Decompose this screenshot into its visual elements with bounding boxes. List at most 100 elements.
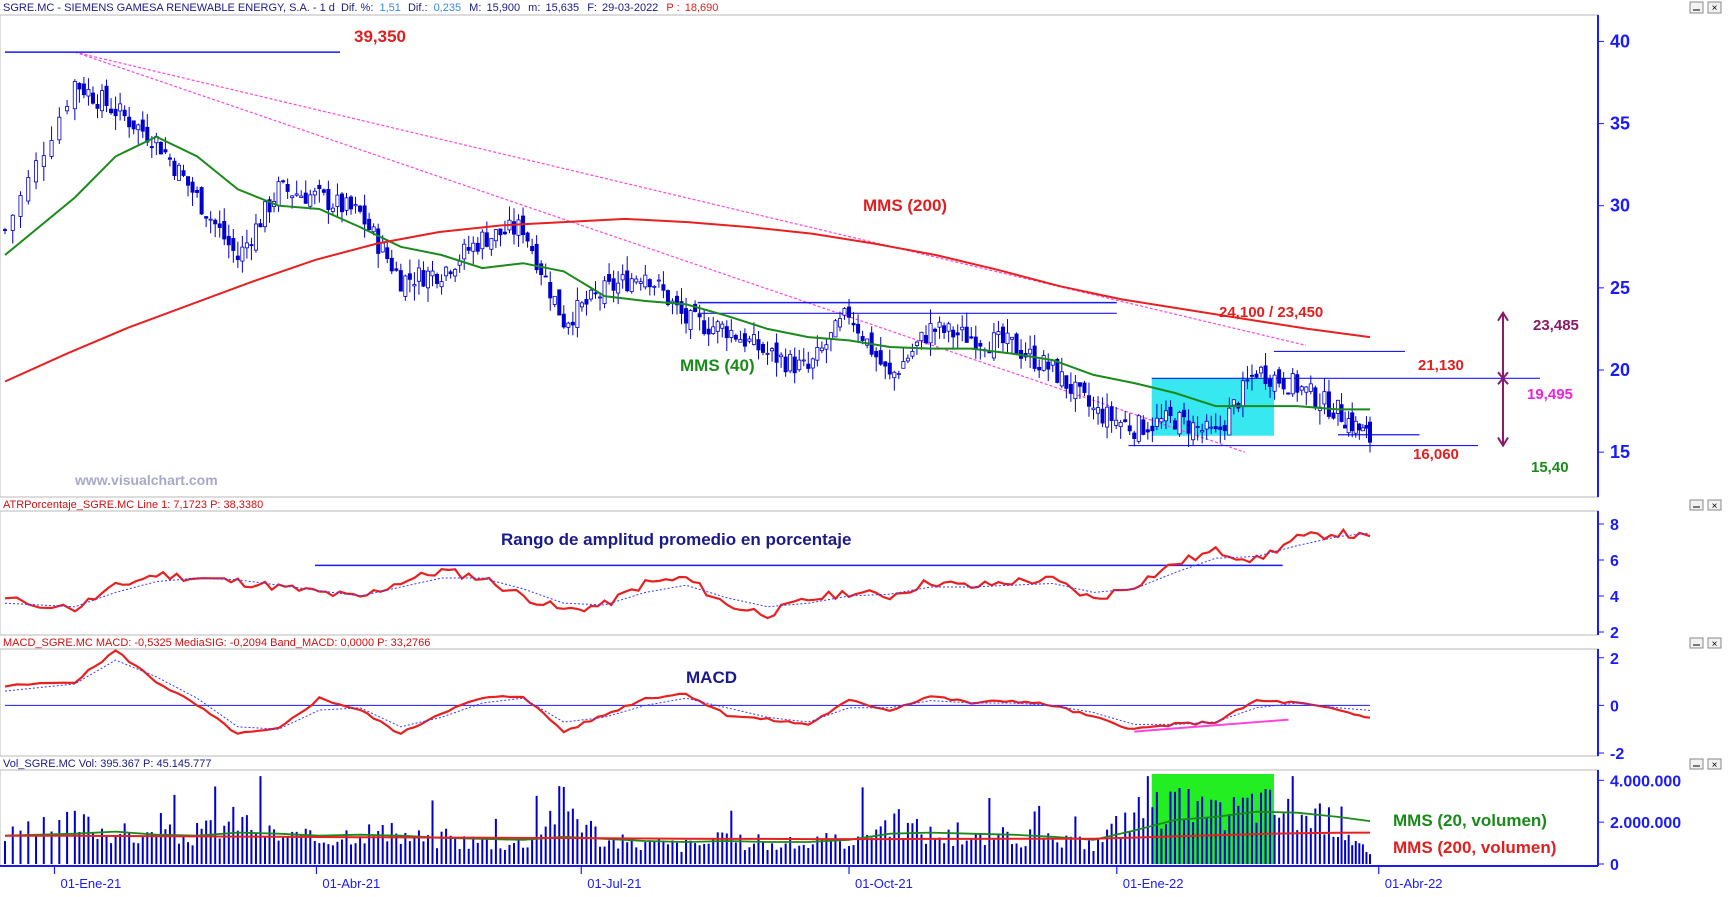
candle-body bbox=[647, 279, 652, 288]
close-button[interactable] bbox=[1707, 499, 1722, 511]
symbol-text: SGRE.MC - SIEMENS GAMESA RENEWABLE ENERG… bbox=[3, 2, 335, 14]
candle-body bbox=[127, 116, 132, 128]
candle-body bbox=[788, 353, 793, 372]
candle-body bbox=[960, 326, 965, 331]
candle-body bbox=[430, 270, 435, 277]
minimize-button[interactable] bbox=[1689, 499, 1704, 511]
candle-body bbox=[1263, 365, 1268, 385]
minimize-button[interactable] bbox=[1689, 758, 1704, 770]
candle-body bbox=[72, 81, 77, 110]
time-axis-tick-label: 01-Abr-21 bbox=[322, 876, 380, 891]
minimize-button[interactable] bbox=[1689, 1, 1704, 14]
candle-body bbox=[1295, 374, 1300, 393]
candle-body bbox=[104, 85, 109, 107]
candle-body bbox=[1068, 383, 1073, 394]
candle-body bbox=[1281, 378, 1286, 390]
close-button[interactable] bbox=[1707, 637, 1722, 649]
price-chart bbox=[3, 51, 1540, 453]
candle-body bbox=[552, 295, 557, 305]
candle-body bbox=[1150, 425, 1155, 432]
candle-body bbox=[421, 270, 426, 287]
candle-body bbox=[973, 336, 978, 350]
candle-body bbox=[394, 268, 399, 271]
macd-title: MACD bbox=[686, 668, 737, 687]
candle-body bbox=[258, 223, 263, 228]
candle-body bbox=[498, 228, 503, 236]
candle-body bbox=[249, 244, 254, 247]
candle-body bbox=[942, 325, 947, 334]
candle-body bbox=[240, 246, 245, 262]
candle-body bbox=[1272, 374, 1277, 392]
candle-body bbox=[81, 83, 86, 96]
candle-body bbox=[1222, 425, 1227, 432]
candle-body bbox=[1127, 425, 1132, 432]
vol-mms200-label: MMS (200, volumen) bbox=[1393, 838, 1556, 857]
candle-body bbox=[842, 308, 847, 316]
atr-line bbox=[4, 527, 1371, 620]
candle-body bbox=[1000, 326, 1005, 344]
candle-body bbox=[1059, 371, 1064, 387]
mms40-label: MMS (40) bbox=[680, 356, 755, 375]
candle-body bbox=[367, 218, 372, 231]
candle-body bbox=[824, 344, 829, 350]
candle-body bbox=[303, 192, 308, 204]
candle-body bbox=[425, 270, 430, 289]
candle-body bbox=[856, 323, 861, 334]
candle-body bbox=[656, 279, 661, 282]
candle-body bbox=[797, 359, 802, 371]
close-button[interactable] bbox=[1707, 1, 1722, 14]
resistance-label: 24,100 / 23,450 bbox=[1219, 304, 1323, 321]
candle-body bbox=[584, 299, 589, 305]
candle-body bbox=[919, 331, 924, 342]
candle-body bbox=[1259, 366, 1264, 374]
candle-body bbox=[819, 347, 824, 352]
candle-body bbox=[779, 354, 784, 358]
candle-body bbox=[561, 313, 566, 328]
candle-body bbox=[1073, 381, 1078, 400]
candle-body bbox=[176, 164, 181, 181]
candle-body bbox=[1100, 408, 1105, 424]
time-axis-tick-label: 01-Ene-22 bbox=[1123, 876, 1184, 891]
mms40-line bbox=[4, 135, 1370, 411]
close-icon: × bbox=[1712, 760, 1718, 771]
macd-line bbox=[4, 649, 1371, 736]
candle-body bbox=[1364, 425, 1369, 429]
candle-body bbox=[620, 274, 625, 281]
candle-body bbox=[453, 268, 458, 277]
candle-body bbox=[90, 92, 95, 104]
candle-body bbox=[181, 170, 186, 176]
candle-body bbox=[49, 140, 54, 157]
candle-body bbox=[607, 274, 612, 282]
close-value: 18,690 bbox=[685, 2, 719, 14]
candle-body bbox=[851, 322, 856, 326]
candle-body bbox=[761, 344, 766, 353]
candle-body bbox=[1353, 420, 1358, 434]
atr-panel-header: ATRPorcentaje_SGRE.MC Line 1: 7,1723 P: … bbox=[3, 499, 263, 511]
candle-body bbox=[321, 189, 326, 193]
candle-body bbox=[1123, 419, 1128, 423]
candle-body bbox=[833, 320, 838, 338]
candle-body bbox=[1209, 426, 1214, 429]
candle-body bbox=[285, 184, 290, 192]
candle-body bbox=[570, 321, 575, 326]
macd-panel-frame bbox=[0, 648, 1599, 757]
target-arrow-head-top bbox=[1497, 310, 1509, 322]
close-button[interactable] bbox=[1707, 758, 1722, 770]
candle-body bbox=[389, 257, 394, 272]
candle-body bbox=[874, 350, 879, 358]
minimize-button[interactable] bbox=[1689, 637, 1704, 649]
candle-body bbox=[1357, 423, 1362, 431]
candle-body bbox=[638, 281, 643, 284]
candle-body bbox=[41, 155, 46, 168]
candle-body bbox=[195, 189, 200, 193]
macd-signal-line bbox=[4, 659, 1371, 730]
candle-body bbox=[462, 243, 467, 260]
candle-body bbox=[253, 223, 258, 251]
date-value: 29-03-2022 bbox=[602, 2, 658, 14]
candle-body bbox=[1326, 391, 1331, 417]
candle-body bbox=[1346, 418, 1351, 434]
target-top-label: 23,485 bbox=[1533, 317, 1579, 334]
candle-body bbox=[199, 187, 204, 215]
candle-body bbox=[1240, 380, 1245, 407]
candle-body bbox=[1037, 366, 1042, 371]
